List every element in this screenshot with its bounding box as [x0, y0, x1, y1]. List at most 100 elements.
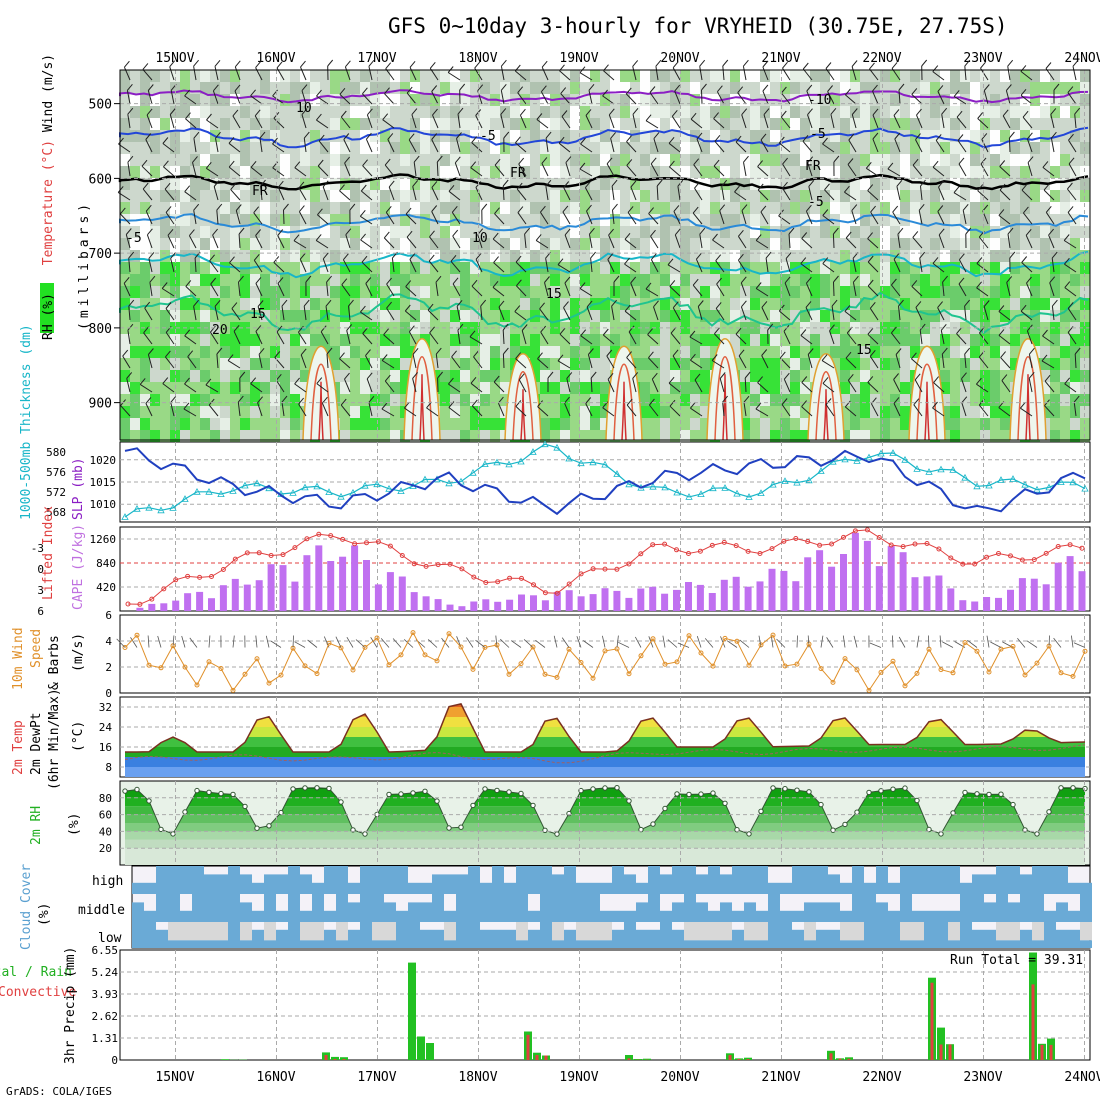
- rh-cell: [1060, 106, 1070, 118]
- rh-cell: [650, 70, 660, 82]
- rh-cell: [240, 250, 250, 262]
- rh-cell: [270, 358, 280, 370]
- rh-cell: [600, 154, 610, 166]
- rh-cell: [230, 106, 240, 118]
- rh-cell: [140, 418, 150, 430]
- rh-cell: [350, 238, 360, 250]
- rh-cell: [990, 250, 1000, 262]
- rh-cell: [450, 82, 460, 94]
- rh-cell: [260, 238, 270, 250]
- cape-bar: [470, 602, 477, 612]
- rh-cell: [180, 238, 190, 250]
- rh-cell: [990, 82, 1000, 94]
- rh-cell: [610, 274, 620, 286]
- rh-cell: [220, 118, 230, 130]
- rh-cell: [1020, 82, 1030, 94]
- rh-cell: [270, 334, 280, 346]
- cape-bar: [959, 600, 966, 611]
- wind10m-label-1: 10m Wind: [11, 627, 26, 690]
- rh-cell: [580, 406, 590, 418]
- rh-cell: [970, 286, 980, 298]
- rh-cell: [290, 82, 300, 94]
- rh-cell: [350, 370, 360, 382]
- cape-bar: [172, 601, 179, 611]
- rh-cell: [420, 118, 430, 130]
- rh-cell: [690, 274, 700, 286]
- rh-cell: [240, 142, 250, 154]
- rh-cell: [730, 106, 740, 118]
- rh-cell: [380, 178, 390, 190]
- rh-cell: [1010, 154, 1020, 166]
- rh-cell: [520, 298, 530, 310]
- rh-cell: [790, 274, 800, 286]
- rh-cell: [530, 70, 540, 82]
- rh-cell: [870, 190, 880, 202]
- rh-cell: [700, 286, 710, 298]
- rh-cell: [240, 334, 250, 346]
- rh-cell: [900, 154, 910, 166]
- rh-cell: [200, 382, 210, 394]
- rh-cell: [360, 154, 370, 166]
- rh-cell: [400, 298, 410, 310]
- rh-cell: [790, 214, 800, 226]
- rh-cell: [740, 190, 750, 202]
- rh-cell: [530, 94, 540, 106]
- rh-cell: [500, 154, 510, 166]
- rh-cell: [950, 382, 960, 394]
- rh-cell: [480, 418, 490, 430]
- rh-cell: [1070, 358, 1080, 370]
- rh-cell: [130, 190, 140, 202]
- rh-cell: [990, 310, 1000, 322]
- rh-cell: [120, 346, 130, 358]
- rh-cell: [370, 286, 380, 298]
- cape-bar: [458, 606, 465, 611]
- rh-cell: [760, 418, 770, 430]
- rh-cell: [1050, 94, 1060, 106]
- rh-cell: [280, 118, 290, 130]
- rh-cell: [680, 94, 690, 106]
- rh-cell: [940, 190, 950, 202]
- rh-cell: [690, 394, 700, 406]
- rh-cell: [990, 370, 1000, 382]
- rh-cell: [530, 82, 540, 94]
- rh-cell: [190, 190, 200, 202]
- rh-cell: [680, 106, 690, 118]
- rh-cell: [850, 382, 860, 394]
- rh-cell: [770, 382, 780, 394]
- rh-cell: [630, 226, 640, 238]
- rh-cell: [370, 382, 380, 394]
- rh-cell: [480, 274, 490, 286]
- rh-cell: [160, 190, 170, 202]
- rh-cell: [650, 226, 660, 238]
- rh-cell: [130, 346, 140, 358]
- cape-tick: 840: [96, 557, 116, 570]
- rh-cell: [1050, 346, 1060, 358]
- rh-cell: [910, 82, 920, 94]
- rh-cell: [230, 358, 240, 370]
- rh-cell: [240, 70, 250, 82]
- rh-cell: [1040, 142, 1050, 154]
- time-label-bottom: 23NOV: [963, 1070, 1002, 1085]
- rh-cell: [990, 142, 1000, 154]
- rh-cell: [390, 346, 400, 358]
- rh-cell: [200, 70, 210, 82]
- rh-cell: [730, 274, 740, 286]
- rh-cell: [240, 298, 250, 310]
- rh-cell: [950, 406, 960, 418]
- rh-cell: [980, 346, 990, 358]
- rh-band: [121, 848, 1089, 865]
- rh-cell: [680, 310, 690, 322]
- rh-cell: [380, 394, 390, 406]
- rh-cell: [550, 274, 560, 286]
- cape-bar: [983, 597, 990, 611]
- rh-cell: [130, 142, 140, 154]
- rh-cell: [920, 226, 930, 238]
- rh-cell: [140, 154, 150, 166]
- rh-cell: [860, 394, 870, 406]
- rh-cell: [280, 82, 290, 94]
- rh-cell: [320, 286, 330, 298]
- rh-cell: [250, 358, 260, 370]
- pressure-axis-label: (millibars): [77, 200, 92, 330]
- cape-bar: [160, 603, 167, 611]
- wind10m-tick: 2: [105, 661, 112, 674]
